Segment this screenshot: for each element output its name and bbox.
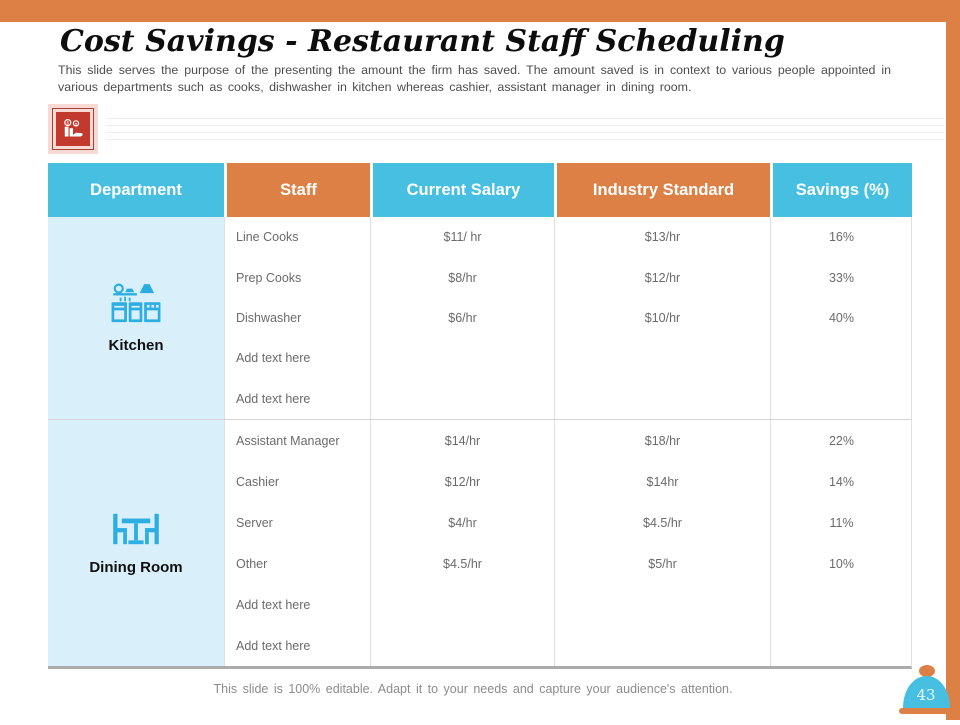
department-label-kitchen: Kitchen: [108, 337, 164, 354]
table-cell-staff: Add text here: [224, 584, 370, 625]
slide-description: This slide serves the purpose of the pre…: [58, 63, 891, 94]
table-cell-staff: Server: [224, 502, 370, 543]
table-cell-industry: [554, 625, 770, 666]
table-cell-current: [370, 584, 554, 625]
table-cell-industry: $14hr: [554, 461, 770, 502]
table-cell-staff: Add text here: [224, 338, 370, 379]
table-cell-savings: 10%: [770, 543, 912, 584]
divider-line: [106, 139, 944, 140]
table-cell-staff: Dishwasher: [224, 297, 370, 339]
table-cell-staff: Assistant Manager: [224, 420, 370, 461]
staff-scheduling-table: Department Staff Current Salary Industry…: [48, 163, 912, 669]
table-cell-current: $11/ hr: [370, 217, 554, 258]
table-cell-industry: $5/hr: [554, 543, 770, 584]
table-cell-industry: $12/hr: [554, 257, 770, 298]
divider-line: [106, 118, 944, 119]
department-label-dining-room: Dining Room: [89, 559, 183, 576]
header-industry-standard: Industry Standard: [554, 163, 770, 217]
header-savings: Savings (%): [770, 163, 912, 217]
svg-text:$: $: [66, 121, 69, 126]
money-hand-icon-core: $ $: [56, 112, 90, 146]
table-cell-savings: [770, 378, 912, 419]
table-cell-current: [370, 625, 554, 666]
header-department: Department: [48, 163, 224, 217]
table-cell-current: [370, 338, 554, 379]
table-cell-industry: $10/hr: [554, 297, 770, 339]
money-hand-icon: $ $: [48, 104, 98, 154]
table-cell-savings: [770, 584, 912, 625]
table-cell-current: [370, 378, 554, 419]
header-staff: Staff: [224, 163, 370, 217]
table-cell-savings: 22%: [770, 420, 912, 461]
table-cell-savings: 16%: [770, 217, 912, 258]
page-title: Cost Savings - Restaurant Staff Scheduli…: [60, 24, 785, 59]
table-cell-staff: Prep Cooks: [224, 257, 370, 298]
divider-line: [106, 132, 944, 133]
footer-note: This slide is 100% editable. Adapt it to…: [213, 682, 733, 696]
table-cell-savings: 33%: [770, 257, 912, 298]
table-body: Kitchen Line Cooks $11/ hr $13/hr 16% Prep C…: [48, 217, 912, 669]
table-cell-savings: [770, 338, 912, 379]
table-cell-staff: Cashier: [224, 461, 370, 502]
table-cell-savings: [770, 625, 912, 666]
table-cell-staff: Other: [224, 543, 370, 584]
table-header-row: Department Staff Current Salary Industry…: [48, 163, 912, 217]
money-hand-icon-frame: $ $: [52, 108, 94, 150]
table-cell-savings: 40%: [770, 297, 912, 339]
header-current-salary: Current Salary: [370, 163, 554, 217]
kitchen-icon: [107, 282, 165, 331]
table-cell-staff: Line Cooks: [224, 217, 370, 258]
table-cell-industry: [554, 378, 770, 419]
svg-text:$: $: [75, 122, 78, 126]
table-cell-current: $14/hr: [370, 420, 554, 461]
table-cell-current: $8/hr: [370, 257, 554, 298]
table-cell-current: $12/hr: [370, 461, 554, 502]
table-cell-industry: $4.5/hr: [554, 502, 770, 543]
kitchen-section: Kitchen Line Cooks $11/ hr $13/hr 16% Prep C…: [48, 217, 911, 419]
page-number: 43: [916, 686, 936, 704]
right-accent-bar: [946, 0, 960, 720]
dining-table-icon: [105, 510, 167, 553]
table-cell-industry: [554, 584, 770, 625]
department-cell-kitchen: Kitchen: [48, 217, 224, 419]
table-cell-savings: 14%: [770, 461, 912, 502]
top-accent-bar: [0, 0, 960, 22]
table-cell-savings: 11%: [770, 502, 912, 543]
divider-line: [106, 125, 944, 126]
cloche-icon: 43: [898, 662, 954, 720]
table-cell-industry: $13/hr: [554, 217, 770, 258]
table-cell-current: $4/hr: [370, 502, 554, 543]
department-cell-dining-room: Dining Room: [48, 420, 224, 666]
table-cell-staff: Add text here: [224, 378, 370, 419]
table-cell-current: $4.5/hr: [370, 543, 554, 584]
table-cell-staff: Add text here: [224, 625, 370, 666]
dining-room-section: Dining Room Assistant Manager $14/hr $18/h…: [48, 419, 911, 666]
table-cell-current: $6/hr: [370, 297, 554, 339]
table-cell-industry: $18/hr: [554, 420, 770, 461]
table-cell-industry: [554, 338, 770, 379]
